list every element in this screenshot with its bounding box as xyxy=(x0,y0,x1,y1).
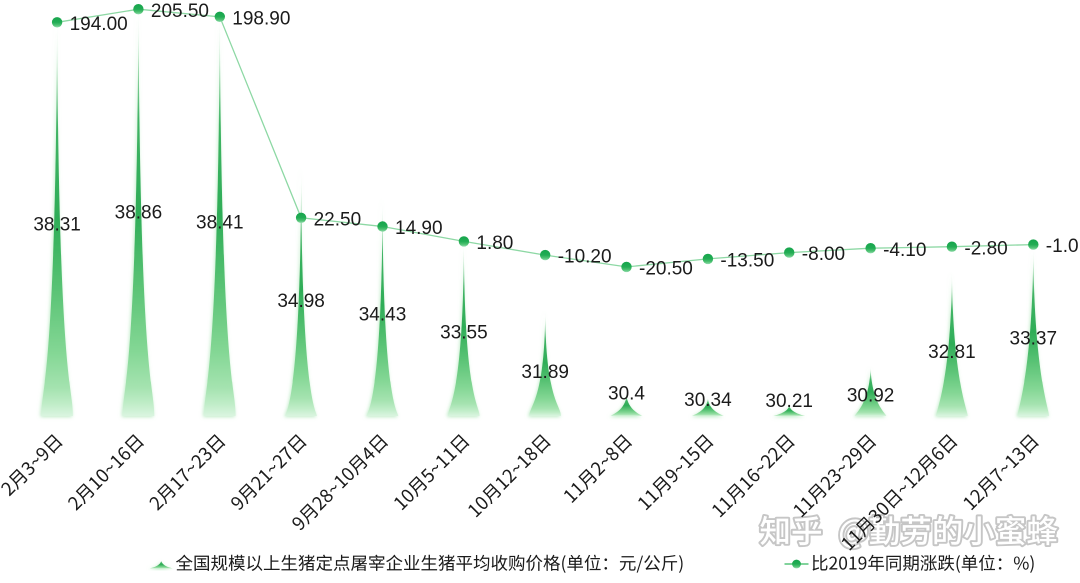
svg-text:-10.20: -10.20 xyxy=(558,247,612,268)
svg-text:34.43: 34.43 xyxy=(359,305,407,326)
svg-text:-2.80: -2.80 xyxy=(964,238,1007,259)
svg-text:31.89: 31.89 xyxy=(521,362,569,383)
svg-text:205.50: 205.50 xyxy=(151,1,209,22)
svg-text:38.31: 38.31 xyxy=(33,215,81,236)
svg-text:30.21: 30.21 xyxy=(765,391,813,412)
svg-text:-13.50: -13.50 xyxy=(720,251,774,272)
svg-text:-8.00: -8.00 xyxy=(802,244,845,265)
svg-text:194.00: 194.00 xyxy=(70,14,128,35)
svg-text:1.80: 1.80 xyxy=(476,233,513,254)
svg-text:-4.10: -4.10 xyxy=(883,240,926,261)
svg-text:38.41: 38.41 xyxy=(196,213,244,234)
svg-text:34.98: 34.98 xyxy=(277,291,325,312)
svg-text:33.37: 33.37 xyxy=(1010,329,1058,350)
svg-text:30.4: 30.4 xyxy=(608,384,645,405)
svg-text:30.92: 30.92 xyxy=(847,386,895,407)
svg-text:-20.50: -20.50 xyxy=(639,259,693,280)
svg-text:32.81: 32.81 xyxy=(928,342,976,363)
svg-text:198.90: 198.90 xyxy=(232,8,290,29)
svg-text:14.90: 14.90 xyxy=(395,218,443,239)
svg-text:38.86: 38.86 xyxy=(115,203,163,224)
svg-text:33.55: 33.55 xyxy=(440,323,488,344)
svg-text:-1.0: -1.0 xyxy=(1046,236,1079,257)
svg-text:22.50: 22.50 xyxy=(314,209,362,230)
svg-text:30.34: 30.34 xyxy=(684,390,732,411)
